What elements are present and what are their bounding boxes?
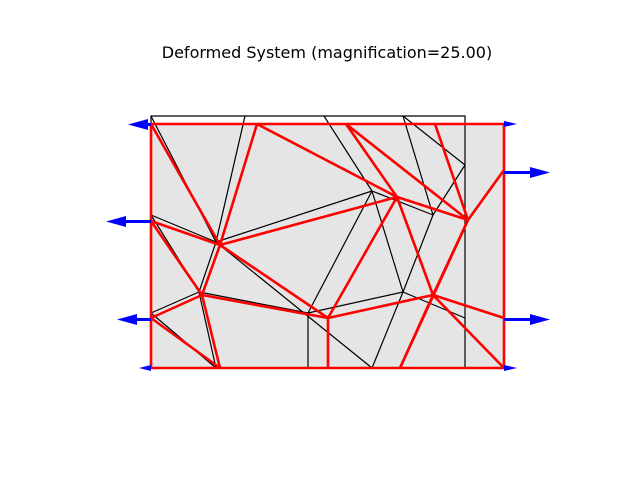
deformed-edge bbox=[466, 169, 506, 221]
figure-title: Deformed System (magnification=25.00) bbox=[162, 43, 492, 62]
force-arrow-left-lower-mid bbox=[117, 314, 151, 325]
deformed-edge bbox=[200, 244, 222, 296]
undeformed-edge bbox=[215, 190, 373, 243]
undeformed-edge bbox=[402, 291, 466, 319]
force-arrow-right-bottom bbox=[504, 365, 517, 371]
deformed-edge bbox=[218, 123, 259, 246]
deformed-edge bbox=[150, 316, 221, 370]
deformed-mesh bbox=[149, 122, 506, 370]
deformed-edge bbox=[150, 293, 203, 320]
deformed-edge bbox=[396, 195, 469, 222]
deformed-edge bbox=[150, 219, 221, 247]
deformed-edge bbox=[432, 293, 505, 320]
force-arrow-right-upper-mid bbox=[504, 167, 550, 178]
undeformed-edge bbox=[371, 291, 404, 369]
undeformed-edge bbox=[198, 291, 217, 369]
deformed-edge bbox=[201, 293, 329, 320]
deformed-edge bbox=[219, 243, 329, 320]
deformed-edge bbox=[200, 294, 222, 369]
undeformed-edge bbox=[215, 241, 373, 369]
deformed-edge bbox=[344, 123, 399, 198]
deformed-edge bbox=[395, 196, 435, 296]
deformed-edge bbox=[398, 219, 470, 369]
force-arrow-right-lower-mid bbox=[504, 314, 550, 325]
undeformed-edge bbox=[215, 115, 246, 243]
undeformed-edge bbox=[307, 190, 373, 314]
undeformed-edge bbox=[307, 291, 404, 314]
deformed-edge bbox=[326, 196, 399, 319]
force-arrow-left-upper-mid bbox=[106, 216, 151, 227]
undeformed-edge bbox=[371, 190, 434, 216]
undeformed-edge bbox=[432, 164, 466, 216]
deformed-edge bbox=[327, 293, 434, 320]
deformed-edge bbox=[432, 294, 505, 369]
undeformed-edge bbox=[198, 291, 309, 314]
force-arrow-left-bottom bbox=[139, 365, 151, 371]
deformed-edge bbox=[433, 123, 470, 221]
undeformed-mesh bbox=[150, 115, 466, 369]
deformed-edge bbox=[256, 122, 398, 199]
deformed-edge bbox=[149, 220, 204, 296]
undeformed-edge bbox=[371, 190, 404, 293]
undeformed-edge bbox=[402, 115, 434, 216]
force-arrow-left-top bbox=[128, 119, 151, 130]
deformed-edge bbox=[345, 122, 469, 222]
deformed-edge bbox=[149, 123, 222, 246]
undeformed-edge bbox=[150, 214, 217, 243]
deformed-edge bbox=[219, 195, 398, 247]
force-arrow-right-top bbox=[504, 121, 517, 127]
undeformed-edge bbox=[198, 241, 217, 293]
force-arrows bbox=[106, 119, 550, 371]
undeformed-edge bbox=[150, 291, 200, 314]
